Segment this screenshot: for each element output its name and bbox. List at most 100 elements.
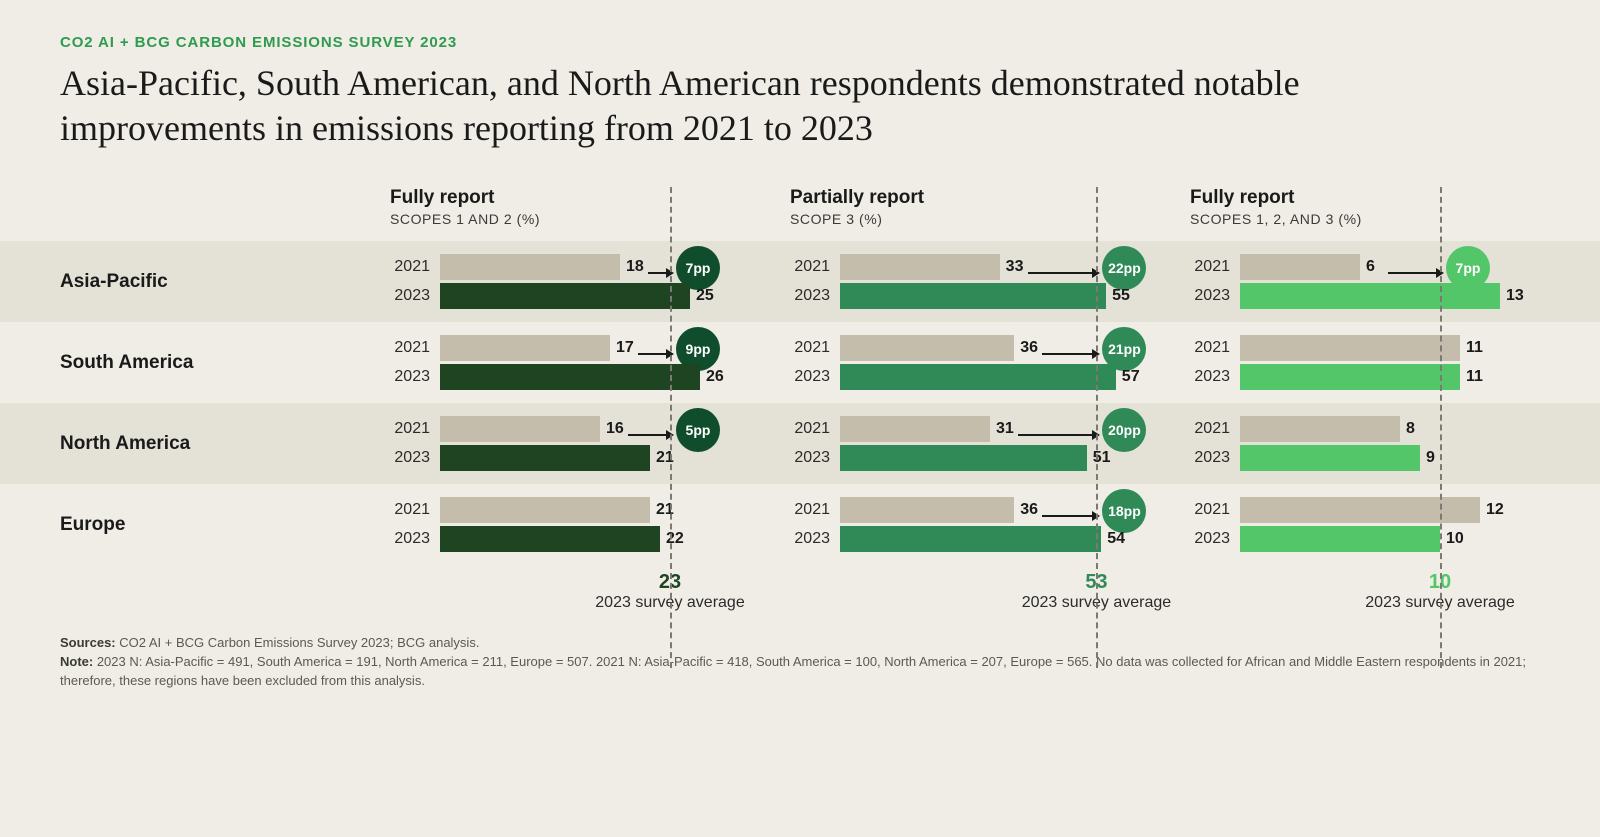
chart-cell: 2021165pp202321 xyxy=(390,413,740,474)
year-label: 2023 xyxy=(1190,530,1240,548)
chart-cell: 20213322pp202355 xyxy=(790,251,1140,312)
chart-cell: 2021 12 202310 xyxy=(1190,494,1540,555)
bar-2023 xyxy=(1240,364,1460,390)
year-label: 2021 xyxy=(1190,258,1240,276)
year-label: 2021 xyxy=(790,501,840,519)
bar-value-2021: 17 xyxy=(610,335,634,361)
bar-value-2021: 6 xyxy=(1360,254,1375,280)
bar-2021 xyxy=(440,416,600,442)
bar-value-2023: 13 xyxy=(1500,283,1524,309)
region-label: Asia-Pacific xyxy=(60,271,340,293)
bar-track-2023: 54 xyxy=(840,526,1140,552)
bar-2021 xyxy=(440,497,650,523)
region-label: South America xyxy=(60,352,340,374)
bar-track-2021: 3618pp xyxy=(840,497,1140,523)
bar-value-2023: 11 xyxy=(1460,364,1483,390)
avg-dash-line xyxy=(1440,187,1442,668)
avg-value: 10 xyxy=(1265,571,1600,594)
bar-track-2023: 11 xyxy=(1240,364,1540,390)
arrow-line xyxy=(1042,515,1092,517)
region-label: North America xyxy=(60,433,340,455)
chart-cell: 2021 11 2023 11 xyxy=(1190,332,1540,393)
bar-track-2021: 3120pp xyxy=(840,416,1140,442)
bar-2021 xyxy=(840,254,1000,280)
bar-2021 xyxy=(1240,497,1480,523)
avg-footer: 232023 survey average 532023 survey aver… xyxy=(60,571,1540,612)
year-label: 2023 xyxy=(1190,449,1240,467)
bar-track-2023: 21 xyxy=(440,445,740,471)
col-title: Fully report xyxy=(1190,187,1540,209)
bar-2021 xyxy=(1240,335,1460,361)
chart-cell: 2021179pp202326 xyxy=(390,332,740,393)
bar-2023 xyxy=(1240,526,1440,552)
bar-track-2021: 12 xyxy=(1240,497,1540,523)
year-label: 2023 xyxy=(790,287,840,305)
bar-2023 xyxy=(1240,283,1500,309)
col-head-scope123: Fully report SCOPES 1, 2, AND 3 (%) xyxy=(1190,187,1540,227)
bar-track-2021: 11 xyxy=(1240,335,1540,361)
column-headers: Fully report SCOPES 1 AND 2 (%) Partiall… xyxy=(60,187,1540,227)
avg-dash-line xyxy=(1096,187,1098,668)
bar-track-2023: 10 xyxy=(1240,526,1540,552)
sources-text: CO2 AI + BCG Carbon Emissions Survey 202… xyxy=(116,635,480,650)
bar-value-2021: 33 xyxy=(1000,254,1024,280)
avg-dash-line xyxy=(670,187,672,668)
bar-2023 xyxy=(840,526,1101,552)
chart-cell: 2021820239 xyxy=(1190,413,1540,474)
arrow-line xyxy=(628,434,666,436)
avg-scope123: 102023 survey average xyxy=(1190,571,1540,612)
bar-value-2021: 12 xyxy=(1480,497,1504,523)
bar-value-2021: 36 xyxy=(1014,335,1038,361)
arrow-line xyxy=(1018,434,1092,436)
bar-2021 xyxy=(1240,416,1400,442)
year-label: 2021 xyxy=(390,420,440,438)
region-label: Europe xyxy=(60,514,340,536)
region-row: Europe20212120232220213618pp202354202112… xyxy=(60,484,1540,565)
year-label: 2023 xyxy=(1190,287,1240,305)
bar-value-2021: 11 xyxy=(1460,335,1483,361)
col-subtitle: SCOPE 3 (%) xyxy=(790,211,1140,227)
col-head-scope12: Fully report SCOPES 1 AND 2 (%) xyxy=(390,187,740,227)
bar-value-2023: 51 xyxy=(1087,445,1111,471)
year-label: 2021 xyxy=(1190,420,1240,438)
bar-value-2023: 57 xyxy=(1116,364,1140,390)
arrow-line xyxy=(1042,353,1092,355)
bar-value-2023: 25 xyxy=(690,283,714,309)
bar-track-2021: 165pp xyxy=(440,416,740,442)
year-label: 2021 xyxy=(390,339,440,357)
chart-cell: 20213621pp202357 xyxy=(790,332,1140,393)
year-label: 2023 xyxy=(390,287,440,305)
chart-cell: 20213120pp202351 xyxy=(790,413,1140,474)
bar-value-2023: 55 xyxy=(1106,283,1130,309)
bar-track-2021: 3621pp xyxy=(840,335,1140,361)
year-label: 2023 xyxy=(390,530,440,548)
arrow-line xyxy=(1388,272,1436,274)
chart-area: Fully report SCOPES 1 AND 2 (%) Partiall… xyxy=(60,187,1540,612)
bar-2023 xyxy=(840,364,1116,390)
bar-track-2023: 57 xyxy=(840,364,1140,390)
chart-cell: 202167pp202313 xyxy=(1190,251,1540,312)
region-row: North America2021165pp20232120213120pp20… xyxy=(0,403,1600,484)
bar-track-2023: 22 xyxy=(440,526,740,552)
year-label: 2021 xyxy=(1190,501,1240,519)
year-label: 2023 xyxy=(1190,368,1240,386)
bar-2021 xyxy=(840,416,990,442)
note-text: 2023 N: Asia-Pacific = 491, South Americ… xyxy=(60,654,1526,688)
avg-scope12: 232023 survey average xyxy=(390,571,740,612)
year-label: 2021 xyxy=(1190,339,1240,357)
bar-value-2023: 54 xyxy=(1101,526,1125,552)
bar-value-2021: 18 xyxy=(620,254,644,280)
bar-value-2021: 8 xyxy=(1400,416,1415,442)
bar-2023 xyxy=(440,526,660,552)
bar-track-2023: 55 xyxy=(840,283,1140,309)
bar-2021 xyxy=(840,335,1014,361)
sources-label: Sources: xyxy=(60,635,116,650)
arrow-line xyxy=(648,272,666,274)
bar-track-2021: 21 xyxy=(440,497,740,523)
year-label: 2023 xyxy=(390,449,440,467)
bar-2021 xyxy=(440,254,620,280)
bar-2021 xyxy=(440,335,610,361)
bar-track-2023: 51 xyxy=(840,445,1140,471)
region-row: Asia-Pacific2021187pp20232520213322pp202… xyxy=(0,241,1600,322)
year-label: 2021 xyxy=(390,501,440,519)
